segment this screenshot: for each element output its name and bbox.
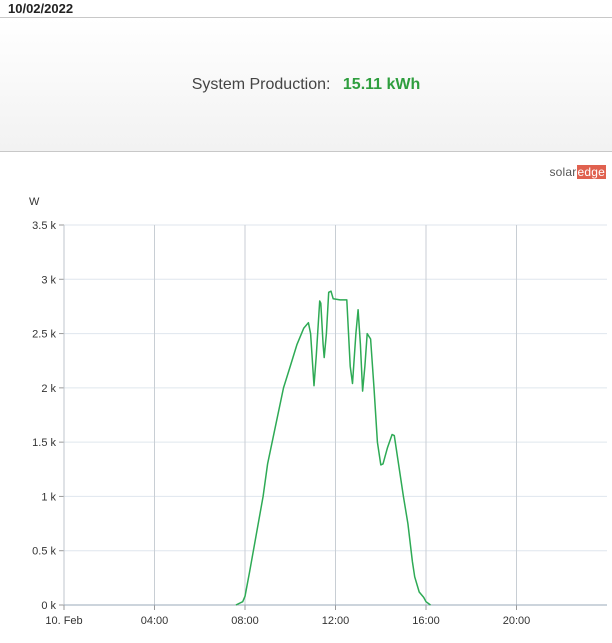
- date-label: 10/02/2022: [8, 1, 74, 16]
- axis-layer: 0 k 0.5 k 1 k 1.5 k 2 k 2.5 k 3 k 3.5 k 10. Feb 0…: [32, 220, 607, 627]
- x-tick-label: 04:00: [141, 615, 169, 627]
- y-tick-label: 2 k: [41, 383, 56, 395]
- production-summary: System Production: 15.11 kWh: [0, 76, 612, 94]
- production-chart: 0 k 0.5 k 1 k 1.5 k 2 k 2.5 k 3 k 3.5 k 10. Feb 0…: [29, 196, 607, 627]
- production-label: System Production:: [191, 76, 331, 93]
- x-tick-label: 16:00: [412, 615, 440, 627]
- y-tick-label: 0 k: [41, 600, 56, 612]
- y-tick-label: 1.5 k: [32, 437, 56, 449]
- y-tick-label: 2.5 k: [32, 329, 56, 341]
- date-bar: 10/02/2022: [0, 0, 612, 18]
- logo-text-edge: edge: [576, 165, 606, 179]
- y-axis-unit: W: [29, 196, 40, 208]
- x-tick-label: 12:00: [322, 615, 350, 627]
- series-layer: [235, 290, 431, 606]
- production-line: [235, 290, 431, 606]
- logo-text-solar: solar: [549, 165, 577, 179]
- production-panel: System Production: 15.11 kWh: [0, 17, 612, 152]
- grid-layer: [64, 224, 607, 606]
- y-tick-label: 1 k: [41, 491, 56, 503]
- y-tick-label: 3.5 k: [32, 220, 56, 232]
- production-value: 15.11 kWh: [342, 76, 421, 93]
- x-tick-label: 08:00: [231, 615, 259, 627]
- x-tick-label: 20:00: [503, 615, 531, 627]
- y-tick-label: 0.5 k: [32, 546, 56, 558]
- x-tick-label: 10. Feb: [45, 615, 82, 627]
- y-tick-label: 3 k: [41, 274, 56, 286]
- solaredge-logo: solaredge: [549, 165, 606, 179]
